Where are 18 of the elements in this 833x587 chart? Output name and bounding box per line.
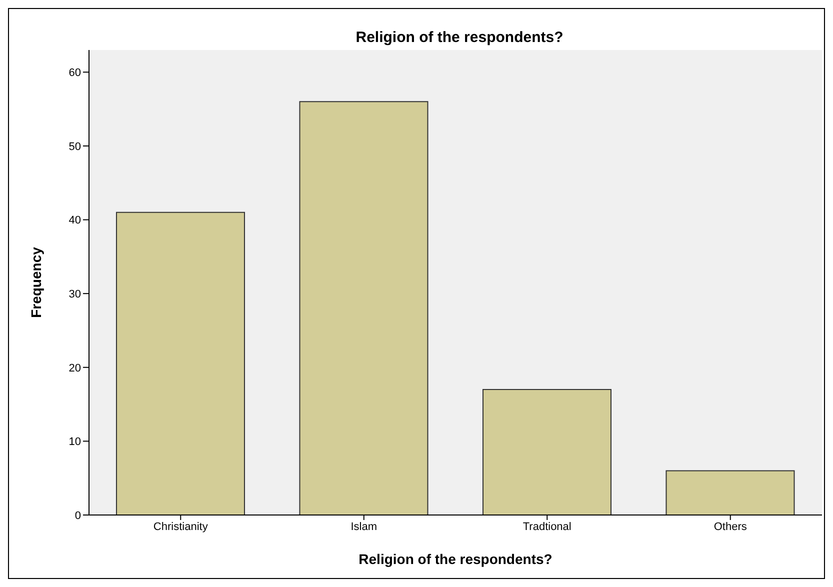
x-tick-label: Tradtional bbox=[522, 520, 572, 533]
y-tick-label: 50 bbox=[68, 140, 81, 153]
x-tick-label: Others bbox=[714, 520, 748, 533]
bar bbox=[116, 212, 245, 515]
x-tick-label: Islam bbox=[350, 520, 378, 533]
chart-title: Religion of the respondents? bbox=[354, 29, 564, 46]
bar bbox=[299, 101, 428, 515]
y-tick-label: 10 bbox=[68, 436, 81, 448]
y-tick-label: 20 bbox=[68, 362, 81, 374]
y-tick-label: 40 bbox=[68, 214, 81, 227]
y-tick-label: 0 bbox=[74, 510, 81, 522]
bar bbox=[666, 470, 795, 515]
x-tick-label: Christianity bbox=[153, 520, 208, 533]
y-tick-label: 30 bbox=[68, 288, 81, 300]
y-axis-title: Frequency bbox=[28, 246, 44, 318]
bar bbox=[482, 389, 612, 515]
x-axis-title: Religion of the respondents? bbox=[358, 551, 552, 567]
y-tick-label: 60 bbox=[68, 67, 81, 80]
